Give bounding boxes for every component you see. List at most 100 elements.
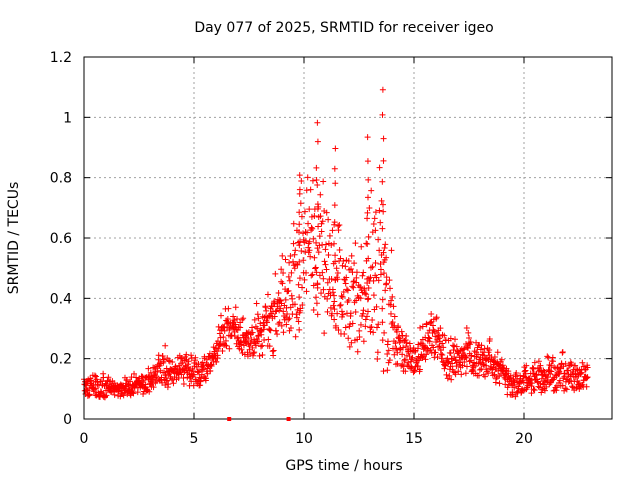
data-point	[377, 271, 384, 278]
data-point	[320, 275, 327, 282]
data-point	[400, 363, 407, 370]
data-point	[146, 388, 153, 395]
data-point	[315, 249, 322, 256]
data-point	[380, 208, 387, 215]
data-point	[557, 364, 564, 371]
data-point	[178, 355, 185, 362]
data-point	[455, 368, 462, 375]
data-point	[468, 352, 475, 359]
data-point	[284, 311, 291, 318]
data-point	[238, 341, 245, 348]
data-point	[423, 320, 430, 327]
data-point	[531, 387, 538, 394]
data-point	[296, 258, 303, 265]
data-point	[164, 377, 171, 384]
data-point	[342, 280, 349, 287]
data-point	[452, 336, 459, 343]
data-point	[270, 347, 277, 354]
data-point	[435, 343, 442, 350]
data-point	[154, 368, 161, 375]
data-point	[224, 318, 231, 325]
data-point	[349, 320, 356, 327]
data-point	[387, 285, 394, 292]
data-point	[394, 360, 401, 367]
data-point	[379, 225, 386, 232]
data-point	[296, 238, 303, 245]
x-tick-label: 5	[190, 431, 199, 447]
data-point	[370, 277, 377, 284]
data-point	[332, 145, 339, 152]
data-point	[400, 344, 407, 351]
data-point	[439, 340, 446, 347]
data-point	[212, 345, 219, 352]
data-point	[364, 215, 371, 222]
data-point	[364, 240, 371, 247]
data-point	[331, 316, 338, 323]
data-point	[301, 208, 308, 215]
data-point	[253, 342, 260, 349]
data-point	[415, 357, 422, 364]
data-point	[312, 265, 319, 272]
data-point	[308, 272, 315, 279]
data-point	[250, 350, 257, 357]
data-point	[396, 333, 403, 340]
data-point	[318, 228, 325, 235]
chart-title: Day 077 of 2025, SRMTID for receiver ige…	[194, 20, 493, 36]
data-point	[293, 314, 300, 321]
data-point	[298, 213, 305, 220]
data-point	[362, 290, 369, 297]
data-point	[293, 311, 300, 318]
data-point	[379, 178, 386, 185]
data-point	[336, 222, 343, 229]
data-point	[535, 358, 542, 365]
data-point	[563, 386, 570, 393]
data-point	[463, 354, 470, 361]
data-point	[310, 282, 317, 289]
data-point	[365, 295, 372, 302]
data-point	[318, 220, 325, 227]
data-point	[222, 337, 229, 344]
data-point	[370, 221, 377, 228]
data-point	[294, 261, 301, 268]
data-point	[335, 227, 342, 234]
data-point	[363, 240, 370, 247]
data-point	[422, 356, 429, 363]
data-point	[384, 367, 391, 374]
data-point	[314, 201, 321, 208]
data-point	[318, 290, 325, 297]
data-point	[486, 335, 493, 342]
data-point	[403, 343, 410, 350]
data-point	[345, 335, 352, 342]
data-point	[287, 252, 294, 259]
data-point	[296, 326, 303, 333]
data-point	[219, 347, 226, 354]
data-point	[379, 296, 386, 303]
data-point	[345, 297, 352, 304]
data-point	[392, 361, 399, 368]
data-point	[579, 359, 586, 366]
data-point	[379, 337, 386, 344]
data-point	[447, 350, 454, 357]
data-point	[239, 316, 246, 323]
data-point	[220, 334, 227, 341]
data-point	[515, 385, 522, 392]
data-point	[296, 172, 303, 179]
data-point	[322, 246, 329, 253]
data-point	[303, 269, 310, 276]
data-point	[403, 333, 410, 340]
data-point	[365, 233, 372, 240]
data-point	[309, 271, 316, 278]
data-point	[249, 324, 256, 331]
data-point	[506, 375, 513, 382]
data-point	[392, 340, 399, 347]
data-point	[260, 326, 267, 333]
data-point	[370, 292, 377, 299]
data-point	[465, 329, 472, 336]
data-point	[328, 241, 335, 248]
data-point	[321, 330, 328, 337]
gap-marker	[286, 417, 291, 421]
data-point	[203, 356, 210, 363]
data-point	[251, 349, 258, 356]
data-point	[314, 182, 321, 189]
data-point	[339, 293, 346, 300]
